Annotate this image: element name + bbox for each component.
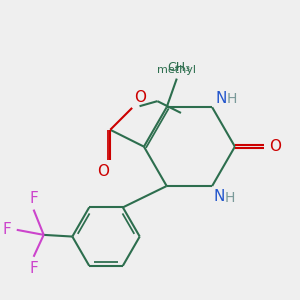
Text: methyl: methyl [157, 64, 196, 75]
Text: O: O [97, 164, 109, 179]
Text: O: O [134, 89, 146, 104]
Text: O: O [269, 139, 281, 154]
Text: CH₃: CH₃ [167, 61, 190, 74]
Text: N: N [215, 91, 227, 106]
Text: F: F [29, 190, 38, 206]
Text: H: H [226, 92, 237, 106]
Text: F: F [3, 222, 12, 237]
Text: F: F [29, 261, 38, 276]
Text: N: N [214, 189, 225, 204]
Text: H: H [225, 191, 235, 205]
